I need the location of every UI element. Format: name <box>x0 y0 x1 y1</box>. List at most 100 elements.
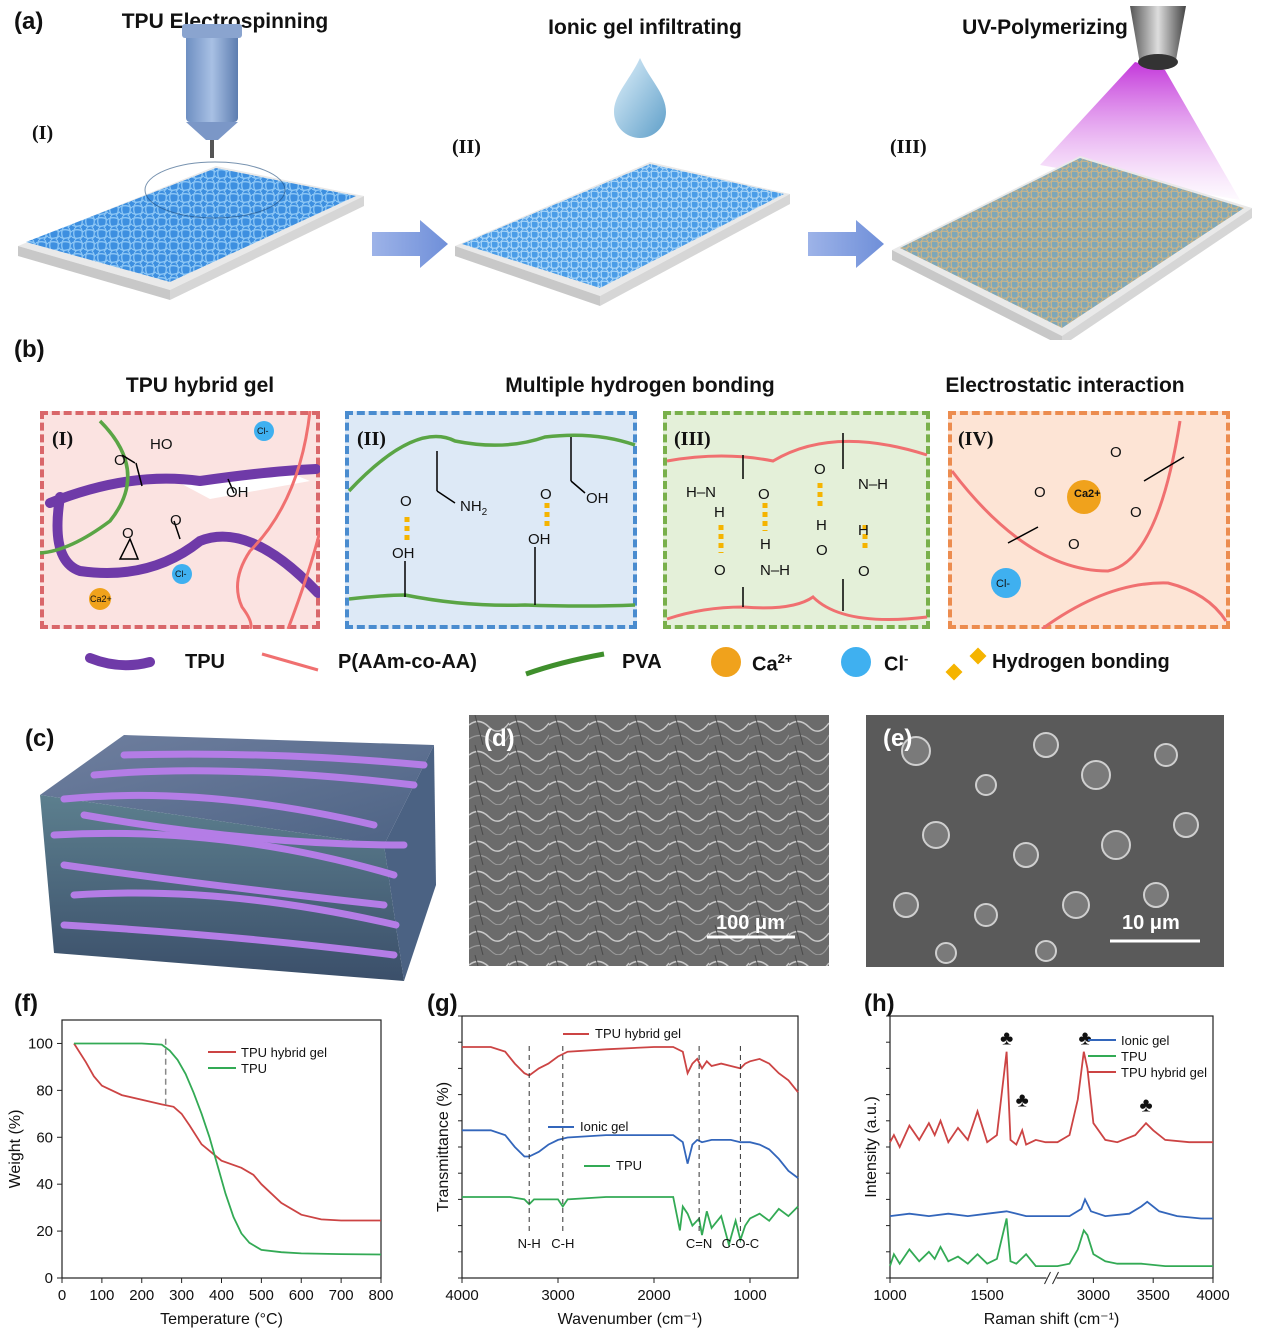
panel-e-label: (e) <box>883 725 913 752</box>
marker-club: ♣ <box>1078 1028 1091 1050</box>
x-tick-label: 3500 <box>1137 1287 1170 1304</box>
x-tick-label: 3000 <box>1077 1287 1110 1304</box>
b3-o1: O <box>758 486 770 503</box>
legend-tpu: TPU <box>185 651 225 673</box>
plate-3 <box>892 156 1252 340</box>
b1-o: O <box>114 452 126 469</box>
legend-cl-swatch <box>841 647 871 677</box>
section-title-2: Multiple hydrogen bonding <box>505 374 775 397</box>
plot-frame <box>61 1019 382 1279</box>
legend-tpu-swatch <box>85 653 155 671</box>
b1-co: O <box>170 512 182 529</box>
step3-roman: (III) <box>890 136 927 158</box>
b2-oh2: OH <box>392 545 415 562</box>
x-tick-label: 1000 <box>733 1287 766 1304</box>
b2-oh3: OH <box>528 531 551 548</box>
b3-h4: H <box>858 522 869 539</box>
x-tick-label: 600 <box>289 1287 314 1304</box>
b4-o1: O <box>1034 484 1046 501</box>
x-tick-label: 400 <box>209 1287 234 1304</box>
droplet-icon <box>614 58 666 138</box>
box-2-roman: (II) <box>357 428 386 450</box>
box-3-drawing <box>666 433 928 621</box>
chart-h: 1000 1500 3000 3500 4000 Raman shift (cm⁻¹) In… <box>863 1015 1230 1328</box>
legend-paam: P(AAm-co-AA) <box>338 651 477 673</box>
arrow-2-icon <box>808 220 884 268</box>
legend-label: TPU <box>241 1061 267 1076</box>
series-line-tpu-hybrid-gel <box>73 1043 381 1222</box>
axis-break-mark <box>1044 1271 1051 1285</box>
syringe-icon <box>182 24 242 158</box>
legend-label: TPU hybrid gel <box>595 1026 681 1041</box>
panel-b-legend-graphics <box>85 647 987 681</box>
b2-o1: O <box>400 493 412 510</box>
legend-label: TPU hybrid gel <box>241 1045 327 1060</box>
uv-lamp-icon <box>1130 6 1186 70</box>
b1-cl: Cl- <box>257 426 269 436</box>
series-line-tpu <box>889 1218 1213 1268</box>
panel-e-sem-image <box>866 715 1224 967</box>
arrow-1-icon <box>372 220 448 268</box>
series-line-tpu-hybrid-gel <box>889 1051 1213 1150</box>
b1-oh: OH <box>226 484 249 501</box>
b4-ca: Ca2+ <box>1074 488 1101 500</box>
b1-cl2: Cl- <box>175 569 187 579</box>
box-4-drawing <box>950 420 1228 629</box>
plate-2 <box>455 162 790 306</box>
panel-b-label: (b) <box>14 336 45 363</box>
x-tick-label: 1000 <box>873 1287 906 1304</box>
b2-oh1: OH <box>586 490 609 507</box>
b1-epox: O <box>122 525 134 542</box>
x-tick-label: 200 <box>129 1287 154 1304</box>
panel-d-scalebar-label: 100 μm <box>716 912 785 934</box>
x-tick-label: 0 <box>58 1287 66 1304</box>
step1-roman: (I) <box>32 122 54 144</box>
box-1-drawing <box>40 411 320 629</box>
box-3 <box>663 411 930 629</box>
b2-o2: O <box>540 486 552 503</box>
b3-o2: O <box>714 562 726 579</box>
b3-nh2: N–H <box>858 476 889 493</box>
series-line-tpu <box>462 1196 799 1249</box>
b4-o2: O <box>1068 536 1080 553</box>
b3-o3: O <box>814 461 826 478</box>
chart-g: 4000 3000 2000 1000 Wavenumber (cm⁻¹) Transmi… <box>435 1015 799 1328</box>
b3-nh1: N–H <box>760 562 791 579</box>
marker-club: ♣ <box>1139 1094 1152 1116</box>
x-tick-label: 2000 <box>637 1287 670 1304</box>
x-tick-label: 700 <box>329 1287 354 1304</box>
b1-ho: HO <box>150 436 173 453</box>
marker-club: ♣ <box>1000 1028 1013 1050</box>
b1-ca: Ca2+ <box>90 594 112 604</box>
legend-cl: Cl- <box>884 651 909 676</box>
box-4-roman: (IV) <box>958 428 994 450</box>
box-1-roman: (I) <box>52 428 74 450</box>
legend-label: Ionic gel <box>580 1119 629 1134</box>
series-line-ionic-gel <box>889 1197 1213 1220</box>
peak-label: C-H <box>551 1236 574 1251</box>
panel-d-label: (d) <box>484 725 515 752</box>
legend-ca-swatch <box>711 647 741 677</box>
series-line-tpu-hybrid-gel <box>462 1046 799 1093</box>
peak-label: C=N <box>686 1236 712 1251</box>
axis-break-gap <box>1046 1272 1057 1284</box>
step2-roman: (II) <box>452 136 481 158</box>
b4-o3: O <box>1110 444 1122 461</box>
box-2 <box>345 411 637 629</box>
x-tick-label: 300 <box>169 1287 194 1304</box>
y-tick-label: 0 <box>45 1270 53 1287</box>
box-3-roman: (III) <box>674 428 711 450</box>
x-axis-label: Wavenumber (cm⁻¹) <box>558 1311 703 1328</box>
legend-paam-swatch <box>261 652 319 672</box>
panel-c-illustration <box>40 735 436 981</box>
b3-h2: H <box>760 536 771 553</box>
panel-a-label: (a) <box>14 8 44 35</box>
x-tick-label: 100 <box>89 1287 114 1304</box>
y-axis-label: Transmittance (%) <box>435 1082 452 1212</box>
series-line-tpu <box>74 1042 382 1256</box>
x-tick-label: 4000 <box>445 1287 478 1304</box>
b3-o5: O <box>816 542 828 559</box>
box-2-drawing <box>347 433 636 608</box>
step1-title: TPU Electrospinning <box>121 10 329 33</box>
plot-frame <box>889 1015 1214 1279</box>
